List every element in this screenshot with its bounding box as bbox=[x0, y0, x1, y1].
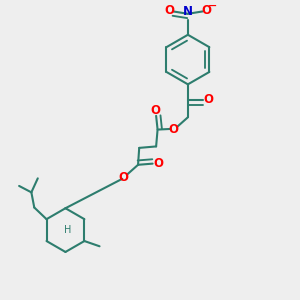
Text: −: − bbox=[207, 1, 217, 11]
Text: H: H bbox=[64, 224, 71, 235]
Text: O: O bbox=[151, 104, 160, 117]
Text: O: O bbox=[164, 4, 175, 17]
Text: O: O bbox=[203, 93, 213, 106]
Text: O: O bbox=[118, 170, 128, 184]
Text: O: O bbox=[168, 123, 178, 136]
Text: N: N bbox=[183, 5, 193, 18]
Text: O: O bbox=[201, 4, 211, 17]
Text: O: O bbox=[154, 157, 164, 169]
